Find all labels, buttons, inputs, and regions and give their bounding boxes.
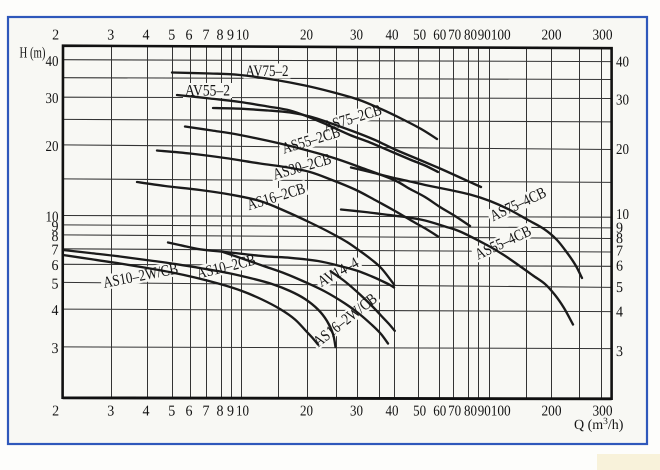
svg-text:5: 5 (168, 28, 175, 44)
svg-text:20: 20 (616, 142, 629, 158)
svg-text:7: 7 (203, 404, 210, 420)
svg-text:4: 4 (143, 28, 150, 44)
svg-text:8: 8 (217, 28, 224, 44)
svg-text:7: 7 (52, 243, 59, 259)
svg-text:40: 40 (616, 55, 629, 71)
svg-text:30: 30 (350, 404, 363, 420)
svg-text:90: 90 (478, 404, 491, 420)
svg-text:20: 20 (300, 28, 313, 44)
svg-text:200: 200 (542, 404, 562, 420)
svg-text:30: 30 (350, 28, 363, 44)
svg-text:60: 60 (433, 404, 446, 420)
svg-text:8: 8 (52, 229, 59, 245)
svg-text:7: 7 (616, 243, 623, 259)
svg-text:Q (m3/h): Q (m3/h) (574, 417, 624, 433)
svg-text:60: 60 (433, 28, 446, 44)
svg-text:6: 6 (186, 404, 193, 420)
svg-text:6: 6 (616, 258, 623, 274)
svg-text:9: 9 (227, 28, 234, 44)
svg-text:5: 5 (616, 280, 623, 296)
svg-text:AV55–2: AV55–2 (185, 83, 230, 100)
svg-text:6: 6 (186, 28, 193, 44)
svg-text:300: 300 (593, 404, 613, 420)
svg-text:70: 70 (448, 28, 461, 44)
svg-text:20: 20 (300, 404, 313, 420)
svg-text:6: 6 (52, 258, 59, 274)
svg-text:100: 100 (491, 28, 511, 44)
svg-text:10: 10 (46, 209, 59, 225)
svg-text:20: 20 (46, 139, 59, 155)
svg-text:300: 300 (593, 28, 613, 44)
svg-text:2: 2 (52, 28, 59, 44)
svg-text:40: 40 (386, 28, 399, 44)
svg-text:200: 200 (542, 28, 562, 44)
svg-text:80: 80 (464, 28, 477, 44)
svg-text:AV75–2: AV75–2 (246, 63, 289, 80)
svg-text:5: 5 (168, 404, 175, 420)
svg-text:3: 3 (52, 341, 59, 357)
svg-text:9: 9 (52, 219, 59, 235)
svg-text:3: 3 (107, 28, 114, 44)
svg-text:3: 3 (107, 404, 114, 420)
svg-text:90: 90 (478, 28, 491, 44)
svg-text:3: 3 (616, 344, 623, 360)
svg-text:8: 8 (616, 231, 623, 247)
svg-text:4: 4 (616, 305, 623, 321)
svg-text:40: 40 (46, 54, 59, 70)
svg-text:30: 30 (616, 93, 629, 109)
svg-text:80: 80 (464, 404, 477, 420)
svg-text:8: 8 (217, 404, 224, 420)
svg-text:9: 9 (616, 220, 623, 236)
svg-text:100: 100 (491, 404, 511, 420)
svg-text:50: 50 (413, 28, 426, 44)
svg-text:9: 9 (227, 404, 234, 420)
svg-text:40: 40 (386, 404, 399, 420)
svg-text:10: 10 (236, 28, 249, 44)
svg-text:70: 70 (448, 404, 461, 420)
svg-text:30: 30 (46, 91, 59, 107)
svg-text:10: 10 (616, 207, 629, 223)
svg-text:4: 4 (52, 303, 59, 319)
svg-text:2: 2 (52, 404, 59, 420)
svg-text:H (m): H (m) (20, 45, 46, 62)
svg-text:50: 50 (413, 404, 426, 420)
svg-text:10: 10 (236, 404, 249, 420)
svg-text:7: 7 (203, 28, 210, 44)
svg-text:5: 5 (52, 277, 59, 293)
svg-text:4: 4 (143, 404, 150, 420)
